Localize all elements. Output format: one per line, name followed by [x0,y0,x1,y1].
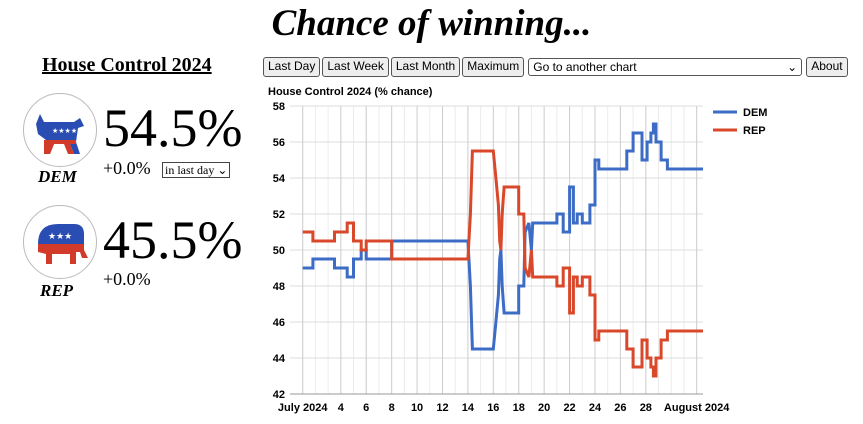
x-tick-label: 10 [411,402,423,414]
dem-percent: 54.5% [103,98,243,158]
legend-label-dem: DEM [743,107,767,119]
x-tick-label: 12 [436,402,448,414]
dem-label: DEM [38,167,77,186]
page-title: Chance of winning... [271,3,592,44]
x-tick-label: August 2024 [664,402,730,414]
maximum-button[interactable]: Maximum [462,57,525,77]
rep-label: REP [40,281,74,300]
period-select-label: in last day [165,163,215,177]
x-tick-label: 6 [363,402,369,414]
chart-subtitle: House Control 2024 [42,54,212,76]
x-tick-label: 22 [563,402,575,414]
x-tick-label: 24 [589,402,602,414]
elephant-logo-icon: ★★★ [23,205,97,279]
y-tick-label: 56 [273,137,285,149]
chart-select[interactable]: Go to another chart ⌄ [528,58,803,76]
period-select[interactable]: in last day ⌄ [162,162,231,178]
x-tick-label: 8 [389,402,395,414]
legend-label-rep: REP [743,125,766,137]
last-day-button[interactable]: Last Day [263,57,321,77]
chart-title: House Control 2024 (% chance) [268,86,433,98]
y-tick-label: 42 [273,389,285,401]
y-tick-label: 44 [273,353,286,365]
rep-percent: 45.5% [103,210,243,270]
toolbar: Last Day Last Week Last Month Maximum Go… [263,57,848,77]
y-tick-label: 58 [273,101,285,113]
chevron-down-icon: ⌄ [787,60,798,74]
x-tick-label: July 2024 [278,402,328,414]
y-tick-label: 46 [273,317,285,329]
x-tick-label: 20 [538,402,550,414]
x-tick-label: 28 [640,402,652,414]
x-tick-label: 26 [614,402,626,414]
y-tick-label: 48 [273,281,285,293]
x-tick-label: 16 [487,402,499,414]
rep-change: +0.0% [103,269,151,289]
dem-change: +0.0% [103,158,151,178]
last-week-button[interactable]: Last Week [322,57,389,77]
donkey-logo-icon: ★★★★ [23,93,97,167]
y-tick-label: 54 [273,173,286,185]
series-line-rep [302,149,703,378]
x-tick-label: 4 [338,402,345,414]
y-tick-label: 52 [273,209,285,221]
svg-text:★★★: ★★★ [48,231,72,241]
chart-select-label: Go to another chart [533,60,637,74]
series-line-dem [302,122,703,351]
last-month-button[interactable]: Last Month [390,57,461,77]
x-tick-label: 18 [513,402,525,414]
about-button[interactable]: About [806,57,848,77]
svg-text:★★★★: ★★★★ [52,127,77,135]
chevron-down-icon: ⌄ [217,163,228,177]
y-tick-label: 50 [273,245,285,257]
x-tick-label: 14 [462,402,475,414]
